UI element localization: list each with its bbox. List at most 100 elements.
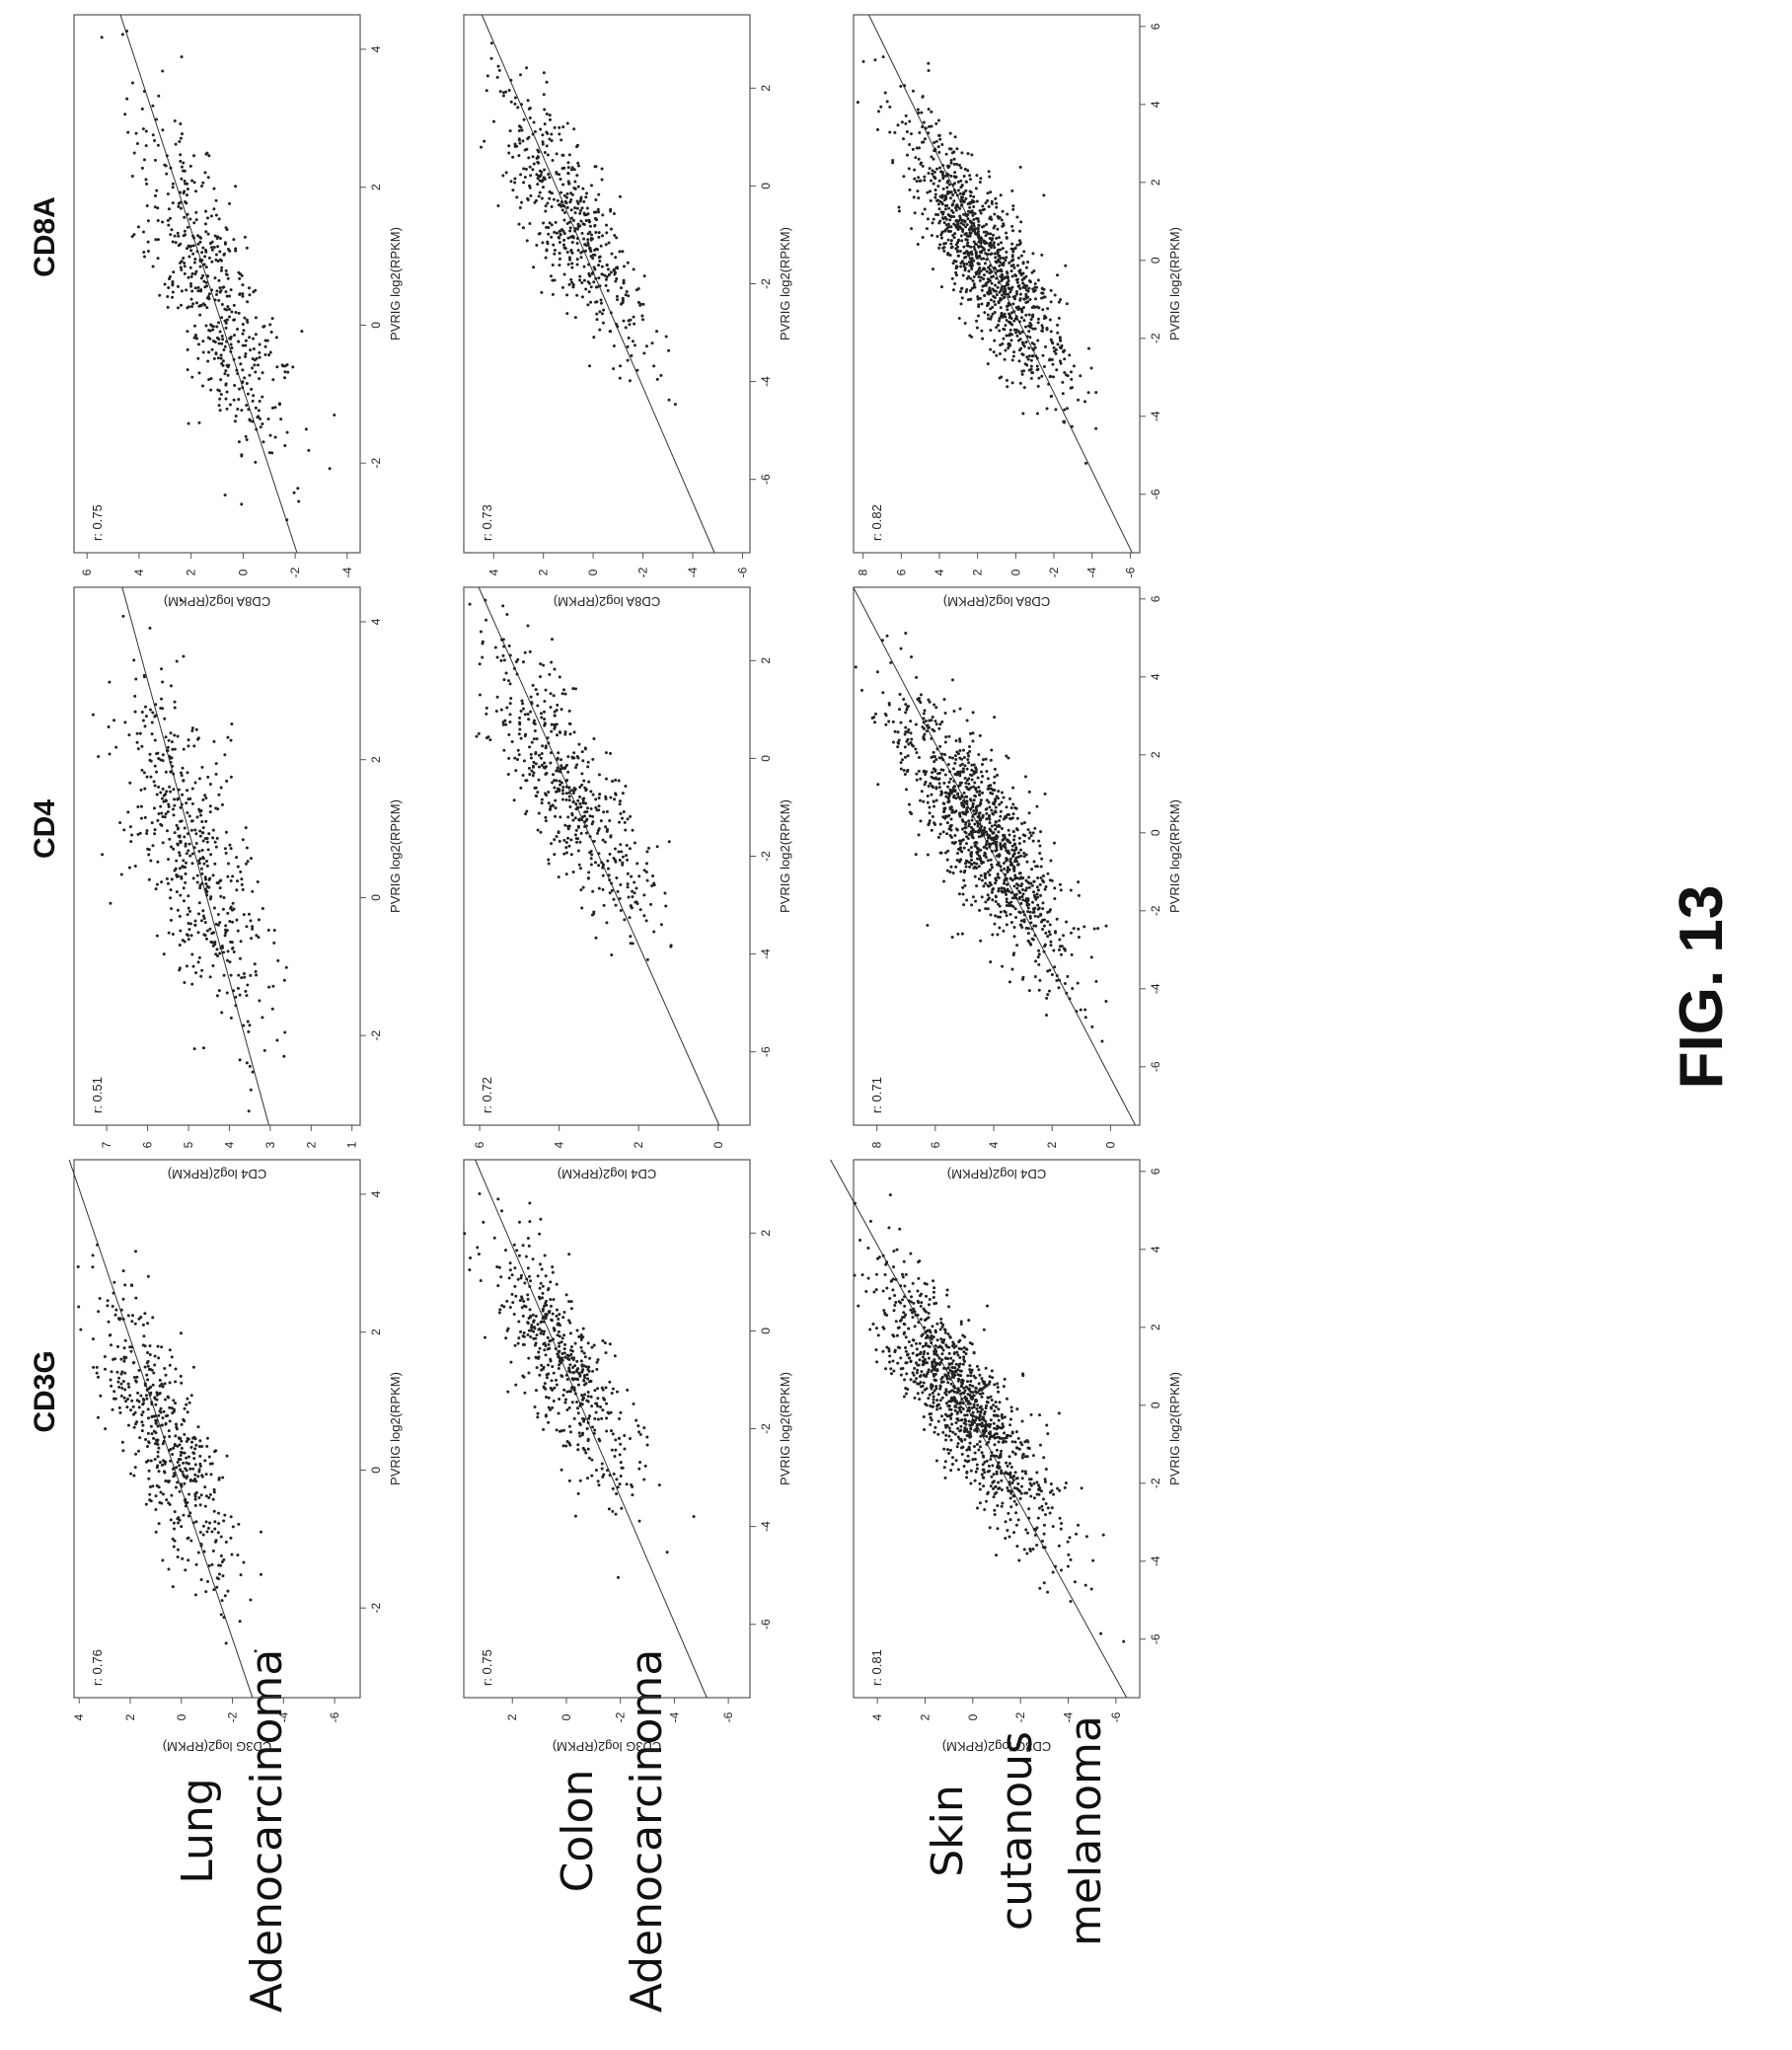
data-point <box>140 768 144 772</box>
data-point <box>217 338 221 342</box>
data-point <box>655 330 659 334</box>
correlation-label: r: 0.71 <box>869 1077 884 1113</box>
data-point <box>201 839 205 843</box>
data-point <box>183 265 187 268</box>
data-point <box>956 932 960 936</box>
data-point <box>622 319 626 323</box>
data-point <box>998 1465 1002 1469</box>
data-point <box>1001 1436 1005 1440</box>
data-point <box>485 712 488 716</box>
data-point <box>249 973 253 977</box>
data-point <box>583 747 587 751</box>
data-point <box>248 1064 252 1068</box>
data-point <box>603 273 607 277</box>
data-point <box>224 272 228 276</box>
data-point <box>896 740 900 744</box>
data-point <box>551 1405 555 1409</box>
data-point <box>1000 1504 1004 1508</box>
data-point <box>962 1346 966 1350</box>
data-point <box>123 721 127 724</box>
data-point <box>258 355 261 359</box>
data-point <box>591 257 595 261</box>
data-point <box>124 1400 128 1404</box>
data-point <box>205 1530 209 1534</box>
data-point <box>642 914 646 918</box>
data-point <box>230 721 234 725</box>
data-point <box>964 1385 968 1389</box>
data-point <box>214 198 218 202</box>
data-point <box>167 802 171 806</box>
data-point <box>210 324 214 328</box>
data-point <box>938 851 942 855</box>
data-point <box>982 1328 986 1331</box>
data-point <box>1021 910 1025 914</box>
data-point <box>122 1396 126 1400</box>
data-point <box>1032 890 1036 894</box>
data-point <box>152 780 156 784</box>
data-point <box>148 1492 152 1496</box>
data-point <box>154 1438 158 1442</box>
data-point <box>589 300 593 304</box>
data-point <box>871 1323 875 1327</box>
data-point <box>576 837 580 841</box>
data-point <box>618 376 622 380</box>
x-tick-label: 4 <box>369 45 383 52</box>
data-point <box>181 132 185 136</box>
data-point <box>1008 1471 1012 1475</box>
data-point <box>641 302 645 306</box>
data-point <box>184 880 187 884</box>
data-point <box>610 1391 614 1395</box>
data-point <box>984 881 988 885</box>
data-point <box>581 759 585 763</box>
data-point <box>173 1474 177 1478</box>
data-point <box>1042 1532 1046 1536</box>
correlation-label: r: 0.81 <box>869 1649 884 1686</box>
data-point <box>153 1354 157 1358</box>
data-point <box>518 73 522 77</box>
data-point <box>925 1294 929 1298</box>
data-point <box>930 1418 933 1422</box>
data-point <box>588 246 592 250</box>
data-point <box>542 1385 546 1389</box>
data-point <box>1020 1419 1024 1423</box>
data-point <box>194 1520 198 1524</box>
data-point <box>167 804 171 808</box>
x-tick-label: -6 <box>1149 1061 1162 1072</box>
data-point <box>149 1391 153 1395</box>
data-point <box>201 273 205 277</box>
data-point <box>585 1477 589 1481</box>
correlation-label: r: 0.73 <box>480 504 494 541</box>
data-point <box>610 952 614 956</box>
data-point <box>570 192 574 196</box>
data-point <box>926 1352 930 1356</box>
data-point <box>283 364 287 368</box>
data-point <box>98 1297 102 1301</box>
data-point <box>525 66 529 70</box>
data-point <box>1024 1528 1028 1532</box>
data-point <box>531 1313 535 1317</box>
data-point <box>517 222 521 226</box>
data-point <box>164 1373 168 1377</box>
data-point <box>926 723 930 727</box>
data-point <box>587 218 591 222</box>
data-point <box>157 1413 161 1417</box>
data-point <box>946 1371 950 1375</box>
data-point <box>156 1344 160 1348</box>
data-point <box>1066 1540 1070 1544</box>
data-point <box>526 99 530 103</box>
data-point <box>582 265 586 268</box>
data-point <box>165 154 169 158</box>
data-point <box>988 1380 992 1384</box>
data-point <box>633 891 636 895</box>
data-point <box>250 387 254 391</box>
data-point <box>633 322 636 326</box>
data-point <box>529 174 533 178</box>
data-point <box>513 756 517 760</box>
data-point <box>987 884 991 888</box>
data-point <box>170 1493 174 1497</box>
data-point <box>549 692 553 696</box>
data-point <box>978 854 982 858</box>
data-point <box>188 922 192 926</box>
data-point <box>140 1420 144 1424</box>
data-point <box>962 755 966 759</box>
